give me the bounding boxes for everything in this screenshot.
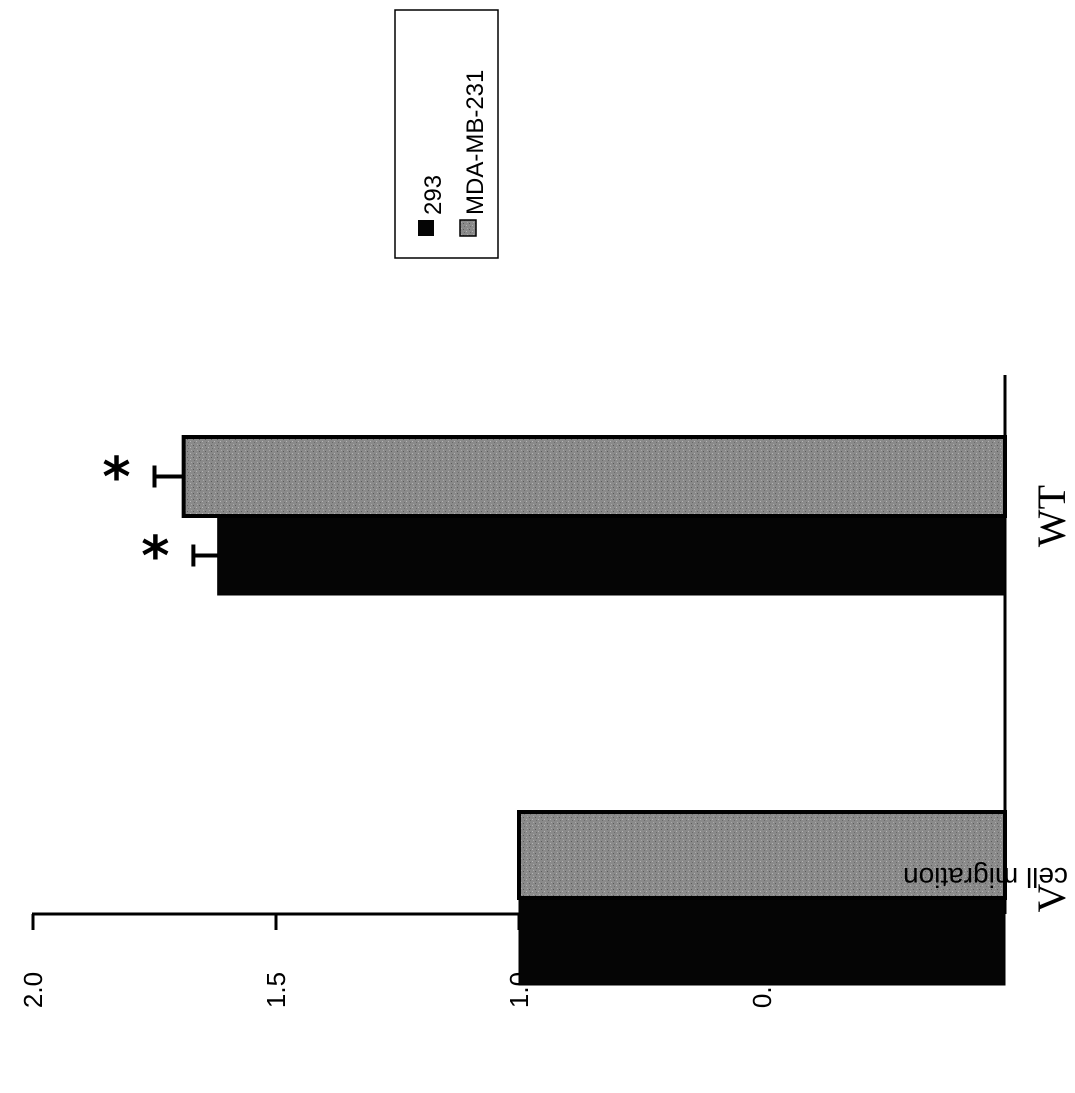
bars: ** — [102, 435, 1008, 986]
legend: 293 MDA-MB-231 — [394, 9, 499, 259]
value-tick-label: 2.0 — [18, 972, 48, 1008]
legend-label-293: 293 — [420, 175, 447, 215]
bar-mda-mb-231-v — [517, 810, 1007, 900]
value-axis-ticks: 2.0 1.5 1.0 0.5 — [18, 914, 777, 1008]
bar-293-v — [518, 897, 1006, 986]
category-label-v: V — [1029, 883, 1074, 912]
legend-swatch-mda-mb-231 — [459, 219, 477, 237]
category-label-wt: WT — [1029, 485, 1074, 547]
significance-star: * — [141, 525, 169, 588]
value-tick-label: 1.5 — [261, 972, 291, 1008]
significance-star: * — [102, 446, 130, 509]
bar-293-wt — [217, 515, 1006, 596]
legend-box — [394, 9, 499, 259]
bar-mda-mb-231-wt — [181, 435, 1008, 518]
category-labels: V WT — [1029, 485, 1074, 913]
y-axis-label: Relative cell migration — [903, 862, 1075, 893]
legend-label-mda-mb-231: MDA-MB-231 — [462, 70, 489, 215]
legend-swatch-293 — [418, 220, 434, 236]
